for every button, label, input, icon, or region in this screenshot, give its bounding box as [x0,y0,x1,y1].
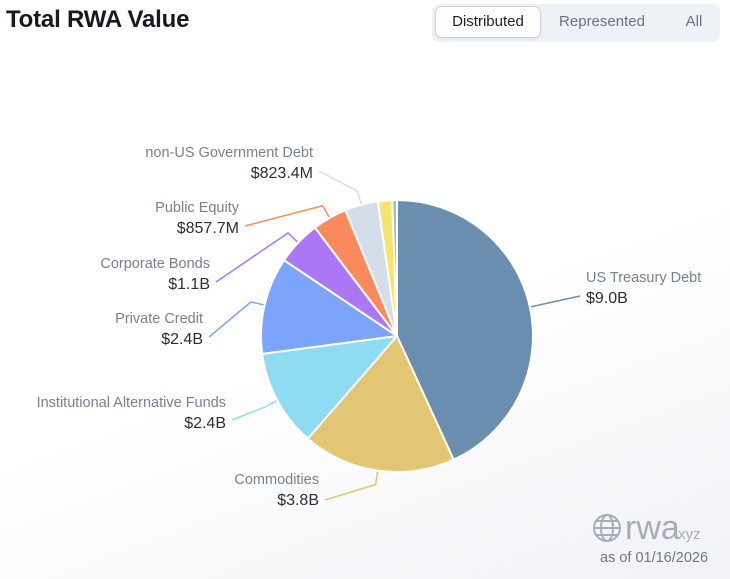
leader-lines [208,170,581,501]
slice-labels: US Treasury Debt $9.0B Commodities $3.8B Ins… [37,145,702,509]
pie-slice-other-8[interactable] [391,199,398,337]
globe-icon [593,514,621,542]
slice-label-value: $823.4M [251,165,313,182]
brand-logo: rwa .xyz [593,509,701,547]
as-of-date: as of 01/16/2026 [600,550,709,566]
view-toggle: Distributed Represented All [432,4,720,42]
slice-label-value: $3.8B [277,492,319,509]
leader-line [208,301,264,338]
slice-label-name: Public Equity [155,200,240,216]
toggle-distributed[interactable]: Distributed [435,6,541,38]
brand-suffix: .xyz [674,526,701,543]
pie-slice-commodities[interactable] [306,335,455,473]
slice-label-name: Institutional Alternative Funds [37,395,226,411]
slice-label-value: $1.1B [168,276,210,293]
leader-line [324,471,379,501]
pie-slice-private-credit[interactable] [259,259,398,355]
brand-name: rwa [625,509,680,547]
leader-line [231,400,277,421]
slice-label-name: Private Credit [115,311,203,327]
slice-label-value: $9.0B [586,290,628,307]
leader-line [318,170,362,204]
toggle-all[interactable]: All [685,13,703,30]
toggle-represented[interactable]: Represented [559,13,645,30]
page-title: Total RWA Value [6,6,190,33]
slice-label-name: Commodities [234,472,319,488]
pie-slice-us-treasury-debt[interactable] [396,199,534,461]
slice-label-name: non-US Government Debt [145,145,313,161]
slice-label-value: $2.4B [161,331,203,348]
slice-label-value: $2.4B [184,415,226,432]
leader-line [215,232,298,283]
pie-slice-institutional-alternative-funds[interactable] [261,335,398,440]
slice-label-name: US Treasury Debt [586,270,701,286]
leader-line [244,204,330,227]
leader-line [530,295,581,308]
slice-label-name: Corporate Bonds [100,256,210,272]
pie-slices [259,199,534,473]
slice-label-value: $857.7M [177,220,239,237]
